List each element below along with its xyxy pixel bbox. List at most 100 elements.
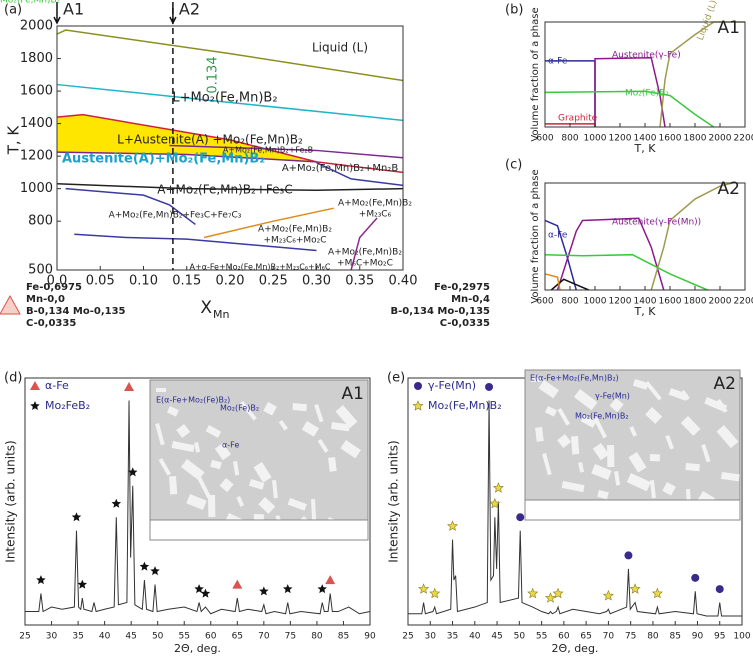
sem-grain	[592, 442, 610, 461]
x-tick-label: 90	[692, 632, 704, 642]
sem-grain	[645, 406, 663, 424]
sem-grain	[158, 457, 171, 476]
peak-marker	[629, 583, 641, 594]
sem-grain	[628, 451, 647, 473]
sem-grain	[272, 480, 278, 499]
x-tick-label: 85	[669, 632, 680, 642]
sem-grain	[650, 480, 656, 499]
sem-info-bar	[149, 519, 369, 541]
x-tick-label: 2000	[709, 297, 732, 307]
y-axis-label: Intensity (arb. units)	[387, 440, 401, 562]
sem-grain	[632, 379, 649, 390]
composition-right: C-0,0335	[440, 318, 490, 329]
phase-line	[550, 278, 590, 291]
peak-marker	[715, 585, 724, 594]
peak-marker	[282, 584, 293, 594]
sem-grain	[544, 406, 557, 417]
inset-label: E(α-Fe+Mo₂(Fe,Mn)B₂)	[530, 374, 619, 383]
y-axis-label: T, K	[5, 125, 23, 156]
composition-left: Mn-0,0	[26, 294, 65, 305]
sem-grain	[171, 441, 195, 453]
legend-label: Mo₂(Fe,Mn)B₂	[0, 0, 61, 6]
sem-grain	[197, 477, 211, 499]
peak-marker	[545, 592, 557, 603]
x-tick-label: 85	[338, 632, 349, 642]
peak-marker	[36, 575, 46, 585]
sem-grain	[317, 439, 329, 453]
phase-line	[544, 90, 715, 128]
sem-grain	[239, 401, 257, 421]
sem-grain	[253, 461, 272, 483]
phase-line	[544, 253, 708, 291]
peak-marker	[651, 587, 663, 599]
phase-line	[316, 161, 404, 187]
peak-marker	[485, 382, 494, 391]
x-tick-label: 1200	[609, 297, 632, 307]
sem-grain	[214, 443, 232, 461]
x-tick-label: 45	[491, 632, 502, 642]
phase-line	[74, 233, 317, 252]
x-tick-label: 1400	[634, 297, 657, 307]
x-axis-label-sub: Mn	[213, 308, 229, 321]
sem-grain	[593, 416, 607, 439]
triangle-logo	[0, 294, 21, 315]
sem-grain	[557, 408, 570, 426]
x-tick-label: 600	[536, 134, 553, 144]
x-tick-label: 800	[561, 297, 578, 307]
legend-marker	[30, 401, 40, 411]
legend-label: Mo₂FeB₂	[45, 399, 90, 412]
sem-grain	[278, 420, 288, 431]
composition-left: Fe-0,6975	[26, 282, 82, 293]
x-tick-label: 1800	[684, 134, 707, 144]
x-tick-label: 800	[561, 134, 578, 144]
peak-marker	[232, 579, 243, 589]
peak-marker	[429, 587, 441, 599]
peak-marker	[259, 586, 269, 596]
x-tick-label: 1400	[634, 134, 657, 144]
phase-label: Austenite(A)+Mo₂(Fe,Mn)B₂	[62, 152, 265, 167]
phase-line	[56, 83, 404, 122]
sem-grain	[311, 499, 317, 522]
peak-marker	[317, 584, 327, 594]
x-tick-label: 35	[72, 632, 83, 642]
section-arrow	[53, 2, 61, 25]
phase-label: A+Mo₂(Fe,Mn)B₂+Fe₃C	[157, 183, 292, 197]
x-tick-label: 25	[402, 632, 413, 642]
phase-line	[544, 219, 577, 291]
sem-grain	[301, 421, 320, 437]
legend-label: Graphite	[558, 114, 598, 124]
x-tick-label: 90	[364, 632, 376, 642]
peak-marker	[516, 513, 525, 522]
phase-line	[203, 207, 334, 239]
xrd-pattern	[25, 400, 371, 615]
sem-grain	[263, 402, 277, 416]
composition-right: Fe-0,2975	[434, 282, 490, 293]
peak-marker	[139, 561, 150, 571]
phase-label: A+Mo₂(Fe,Mn)B₂+Fe₃C+Fe₇C₃	[109, 211, 242, 221]
sem-grain	[258, 497, 276, 514]
x-tick-label: 55	[179, 632, 190, 642]
legend-label: α-Fe	[548, 57, 568, 67]
legend-label: Austenite(γ-Fe(Mn))	[612, 218, 701, 228]
x-tick-label: 75	[285, 632, 296, 642]
peak-marker	[691, 573, 700, 582]
peak-marker	[127, 467, 138, 477]
phase-label: L+Mo₂(Fe,Mn)B₂	[172, 91, 277, 106]
sem-grain	[169, 476, 178, 495]
phase-label: +M₆C+Mo₂C	[337, 259, 393, 269]
peak-marker	[325, 575, 336, 585]
sem-grain	[716, 424, 739, 449]
inset-label: α-Fe	[222, 441, 239, 450]
x-tick-label: 40	[469, 632, 481, 642]
sem-grain	[236, 496, 245, 507]
x-tick-label: 95	[714, 632, 725, 642]
section-label: A1	[63, 0, 84, 19]
x-tick-label: 70	[258, 632, 270, 642]
sem-grain	[580, 414, 597, 428]
sem-grain	[535, 426, 544, 442]
phase-label: A+Mo₂(Fe,Mn)B₂	[328, 248, 402, 258]
inset-label: Mo₂(Fe)B₂	[220, 404, 259, 413]
plot-frame	[544, 21, 746, 128]
sem-grain	[328, 456, 337, 472]
legend-label: γ-Fe(Mn)	[428, 379, 476, 392]
